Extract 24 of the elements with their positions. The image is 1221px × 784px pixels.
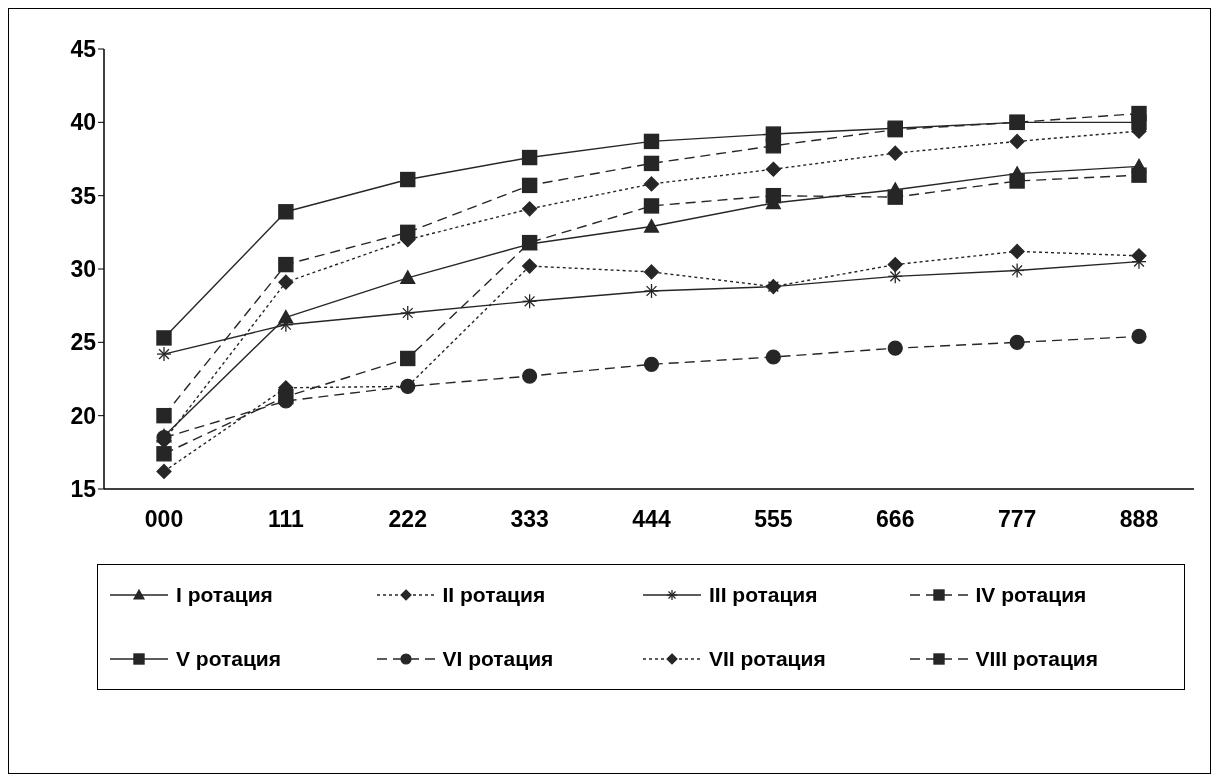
y-tick-label: 30	[70, 256, 96, 283]
y-tick-label: 20	[70, 402, 96, 429]
y-tick-label: 45	[70, 36, 97, 63]
y-tick-label: 40	[70, 109, 96, 136]
legend-label: III ротация	[709, 583, 818, 607]
x-tick-label: 555	[754, 506, 793, 533]
x-tick-label: 888	[1119, 506, 1159, 533]
y-tick-label: 35	[70, 182, 97, 209]
legend-label: VI ротация	[442, 647, 554, 671]
x-tick-label: 222	[388, 506, 427, 533]
legend-label: IV ротация	[975, 583, 1087, 607]
x-tick-label: 000	[144, 506, 184, 533]
x-tick-label: 444	[632, 506, 671, 533]
x-tick-label: 666	[876, 506, 915, 533]
legend-label: II ротация	[442, 583, 546, 607]
legend-label: V ротация	[176, 647, 282, 671]
x-tick-label: 111	[267, 506, 304, 533]
y-tick-label: 15	[70, 476, 97, 503]
x-tick-label: 333	[510, 506, 549, 533]
y-tick-label: 25	[70, 329, 97, 356]
legend-label: VII ротация	[709, 647, 826, 671]
x-tick-label: 777	[997, 506, 1037, 533]
legend-label: VIII ротация	[975, 647, 1099, 671]
legend-label: I ротация	[176, 583, 273, 607]
